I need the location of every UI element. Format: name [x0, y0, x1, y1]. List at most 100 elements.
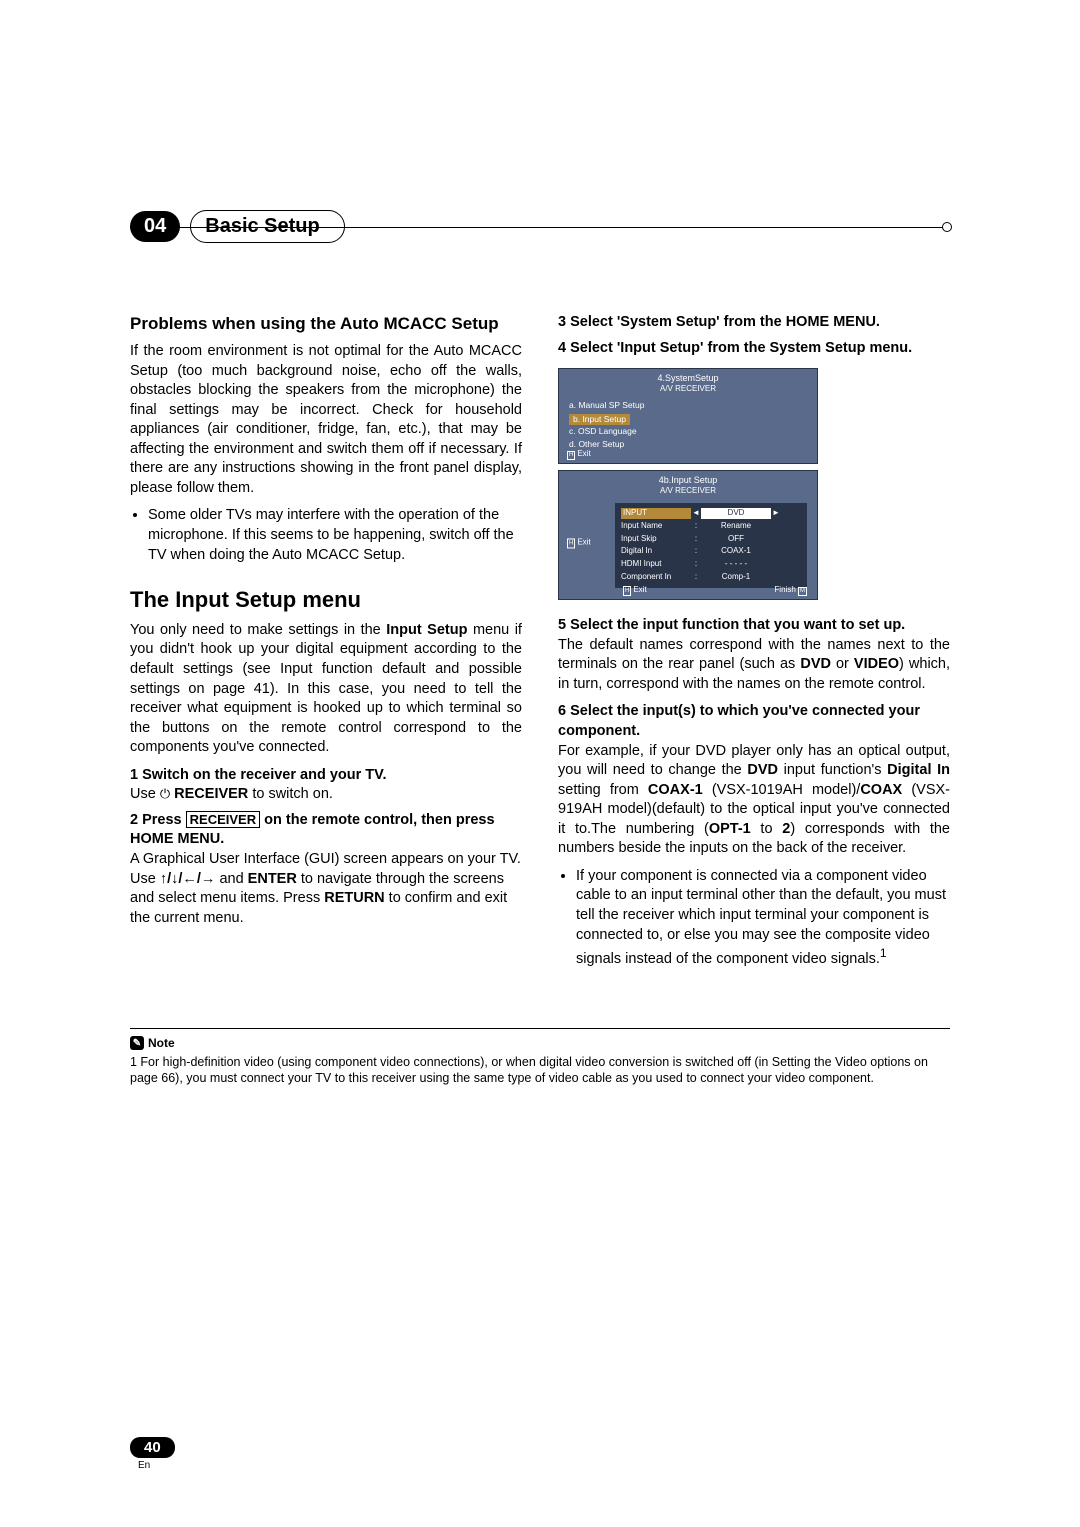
- bullet-list: Some older TVs may interfere with the op…: [130, 506, 522, 565]
- osd-label: Digital In: [621, 546, 691, 557]
- text: to switch on.: [248, 786, 333, 802]
- paragraph: If the room environment is not optimal f…: [130, 342, 522, 499]
- text-bold: RECEIVER: [170, 786, 248, 802]
- text: You only need to make settings in the: [130, 622, 386, 638]
- step-heading: 5 Select the input function that you wan…: [558, 616, 950, 636]
- page: 04 Basic Setup Problems when using the A…: [0, 0, 1080, 1527]
- bullet-list: If your component is connected via a com…: [558, 867, 950, 970]
- button-icon: H: [567, 451, 575, 460]
- text: or: [831, 656, 854, 672]
- text: Finish: [774, 585, 795, 594]
- step-body: The default names correspond with the na…: [558, 636, 950, 695]
- osd-item-selected: b. Input Setup: [569, 414, 630, 425]
- osd-screenshots: 4.SystemSetup A/V RECEIVER a. Manual SP …: [558, 368, 950, 600]
- button-icon: M: [798, 587, 807, 596]
- osd-value: OFF: [701, 534, 771, 545]
- list-item: If your component is connected via a com…: [576, 867, 950, 970]
- osd-row: Digital In:COAX-1: [621, 545, 801, 558]
- arrow-left-icon: ◄: [691, 508, 701, 519]
- step-heading: 2 Press RECEIVER on the remote control, …: [130, 811, 522, 850]
- osd-subtitle: A/V RECEIVER: [559, 486, 817, 499]
- osd-value: DVD: [701, 508, 771, 519]
- osd-label: Input Name: [621, 521, 691, 532]
- arrow-right-icon: ►: [771, 508, 781, 519]
- note-heading: ✎ Note: [130, 1036, 175, 1050]
- osd-menu-list: a. Manual SP Setup b. Input Setup c. OSD…: [559, 397, 817, 464]
- chapter-line-cap: [942, 222, 952, 232]
- keycap: RECEIVER: [186, 811, 260, 828]
- osd-label: INPUT: [621, 508, 691, 519]
- step-2: 2 Press RECEIVER on the remote control, …: [130, 811, 522, 928]
- text-bold: RETURN: [324, 890, 384, 906]
- step-heading: 1 Switch on the receiver and your TV.: [130, 766, 522, 786]
- osd-value: Comp-1: [701, 572, 771, 583]
- step-5: 5 Select the input function that you wan…: [558, 616, 950, 694]
- note-label: Note: [148, 1036, 175, 1050]
- osd-value: Rename: [701, 521, 771, 532]
- note-body: 1 For high-definition video (using compo…: [130, 1054, 950, 1087]
- text-bold: VIDEO: [854, 656, 899, 672]
- osd-subtitle: A/V RECEIVER: [559, 384, 817, 397]
- text-bold: COAX: [860, 782, 902, 798]
- text: input function's: [778, 762, 887, 778]
- footnote-ref: 1: [880, 946, 887, 960]
- text-bold: OPT-1: [709, 821, 751, 837]
- page-number-block: 40 En: [130, 1437, 175, 1471]
- text: and: [215, 871, 247, 887]
- osd-label: Component In: [621, 572, 691, 583]
- paragraph: You only need to make settings in the In…: [130, 621, 522, 758]
- osd-exit-side: HExit: [567, 537, 591, 548]
- text: Exit: [633, 585, 646, 594]
- heading-problems: Problems when using the Auto MCACC Setup: [130, 313, 522, 336]
- footnote-section: ✎ Note 1 For high-definition video (usin…: [130, 1028, 950, 1087]
- osd-row-selected: INPUT ◄ DVD ►: [621, 507, 801, 520]
- chapter-title: Basic Setup: [190, 210, 344, 243]
- text-bold: DVD: [747, 762, 778, 778]
- text: If your component is connected via a com…: [576, 868, 946, 967]
- step-1: 1 Switch on the receiver and your TV. Us…: [130, 766, 522, 805]
- osd-title: 4b.Input Setup: [559, 471, 817, 486]
- text: 2 Press: [130, 812, 186, 828]
- text: (VSX-1019AH model)/: [703, 782, 861, 798]
- step-3: 3 Select 'System Setup' from the HOME ME…: [558, 313, 950, 333]
- osd-exit-bottom: HExit: [623, 585, 647, 596]
- osd-item: a. Manual SP Setup: [569, 399, 807, 412]
- step-body: For example, if your DVD player only has…: [558, 742, 950, 859]
- osd-item: c. OSD Language: [569, 425, 807, 438]
- button-icon: H: [623, 586, 631, 596]
- osd-value: COAX-1: [701, 546, 771, 557]
- chapter-header: 04 Basic Setup: [130, 210, 950, 243]
- page-language: En: [138, 1460, 175, 1471]
- osd-title: 4.SystemSetup: [559, 369, 817, 384]
- text: Exit: [577, 449, 590, 458]
- osd-row: Input Skip:OFF: [621, 533, 801, 546]
- text-bold: COAX-1: [648, 782, 703, 798]
- list-item: Some older TVs may interfere with the op…: [148, 506, 522, 565]
- step-4: 4 Select 'Input Setup' from the System S…: [558, 339, 950, 359]
- power-icon: ⏻: [160, 786, 170, 801]
- step-heading: 4 Select 'Input Setup' from the System S…: [558, 339, 950, 359]
- osd-label: Input Skip: [621, 534, 691, 545]
- step-heading: 3 Select 'System Setup' from the HOME ME…: [558, 313, 950, 333]
- osd-label: HDMI Input: [621, 559, 691, 570]
- note-icon: ✎: [130, 1036, 144, 1050]
- step-6: 6 Select the input(s) to which you've co…: [558, 702, 950, 859]
- button-icon: H: [567, 538, 575, 548]
- step-heading: 6 Select the input(s) to which you've co…: [558, 702, 950, 741]
- text: Exit: [577, 537, 590, 546]
- osd-settings-block: INPUT ◄ DVD ► Input Name:Rename Input Sk…: [615, 503, 807, 588]
- text-bold: DVD: [800, 656, 831, 672]
- right-column: 3 Select 'System Setup' from the HOME ME…: [558, 313, 950, 978]
- osd-item: d. Other Setup: [569, 438, 807, 451]
- text-bold: Digital In: [887, 762, 950, 778]
- content-columns: Problems when using the Auto MCACC Setup…: [130, 313, 950, 978]
- text: menu if you didn't hook up your digital …: [130, 622, 522, 755]
- arrow-icons: ↑/↓/←/→: [160, 871, 216, 887]
- page-number: 40: [130, 1437, 175, 1458]
- text: setting from: [558, 782, 648, 798]
- text: Use: [130, 786, 160, 802]
- step-body: A Graphical User Interface (GUI) screen …: [130, 850, 522, 928]
- osd-row: Component In:Comp-1: [621, 571, 801, 584]
- osd-finish: Finish M: [774, 585, 809, 596]
- text: to: [751, 821, 783, 837]
